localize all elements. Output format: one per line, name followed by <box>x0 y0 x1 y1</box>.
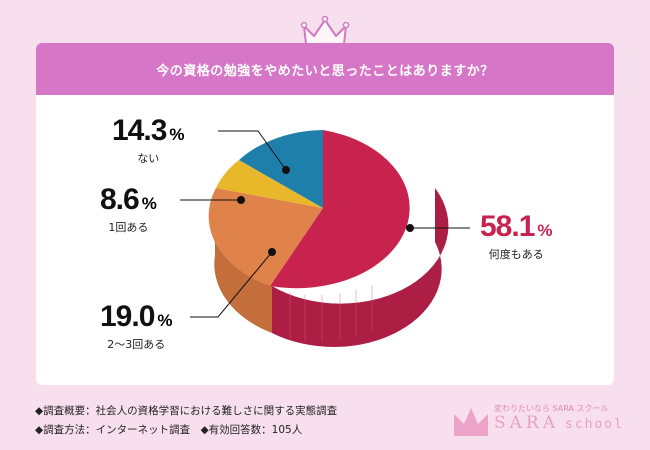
crown-icon <box>300 15 350 45</box>
label-value: 14.3 <box>112 114 167 147</box>
pie-slice-yellow <box>216 160 323 208</box>
logo-crown-icon <box>454 408 488 436</box>
pie-slice-blue <box>239 130 323 208</box>
pie-side-red <box>272 188 449 347</box>
pie-side-orange <box>212 200 272 333</box>
pie-slice-red <box>270 130 410 289</box>
label-caption: 1回ある <box>108 221 149 234</box>
sara-school-logo: 変わりたいなら SARA スクール SARA school <box>452 400 622 440</box>
label-caption: 何度もある <box>488 248 544 261</box>
pie-slice-orange <box>208 188 323 286</box>
chart-title: 今の資格の勉強をやめたいと思ったことはありますか？ <box>156 63 494 79</box>
label-caption: 2〜3回ある <box>107 338 166 351</box>
label-once: 8.6% 1回ある <box>100 183 157 235</box>
label-caption: ない <box>137 152 160 165</box>
label-value: 19.0 <box>100 300 155 333</box>
label-many-times: 58.1% 何度もある <box>480 210 553 262</box>
pie-chart <box>180 130 470 347</box>
label-value: 8.6 <box>100 183 140 216</box>
label-nai: 14.3% ない <box>112 114 185 166</box>
label-value: 58.1 <box>480 210 535 243</box>
label-2-3-times: 19.0% 2〜3回ある <box>100 300 173 352</box>
survey-overview: ◆調査概要：社会人の資格学習における難しさに関する実態調査 <box>35 405 338 417</box>
survey-method: ◆調査方法：インターネット調査 ◆有効回答数：105人 <box>35 424 303 436</box>
chart-header: 今の資格の勉強をやめたいと思ったことはありますか？ <box>36 43 614 95</box>
survey-footer: ◆調査概要：社会人の資格学習における難しさに関する実態調査 ◆調査方法：インター… <box>35 402 337 440</box>
